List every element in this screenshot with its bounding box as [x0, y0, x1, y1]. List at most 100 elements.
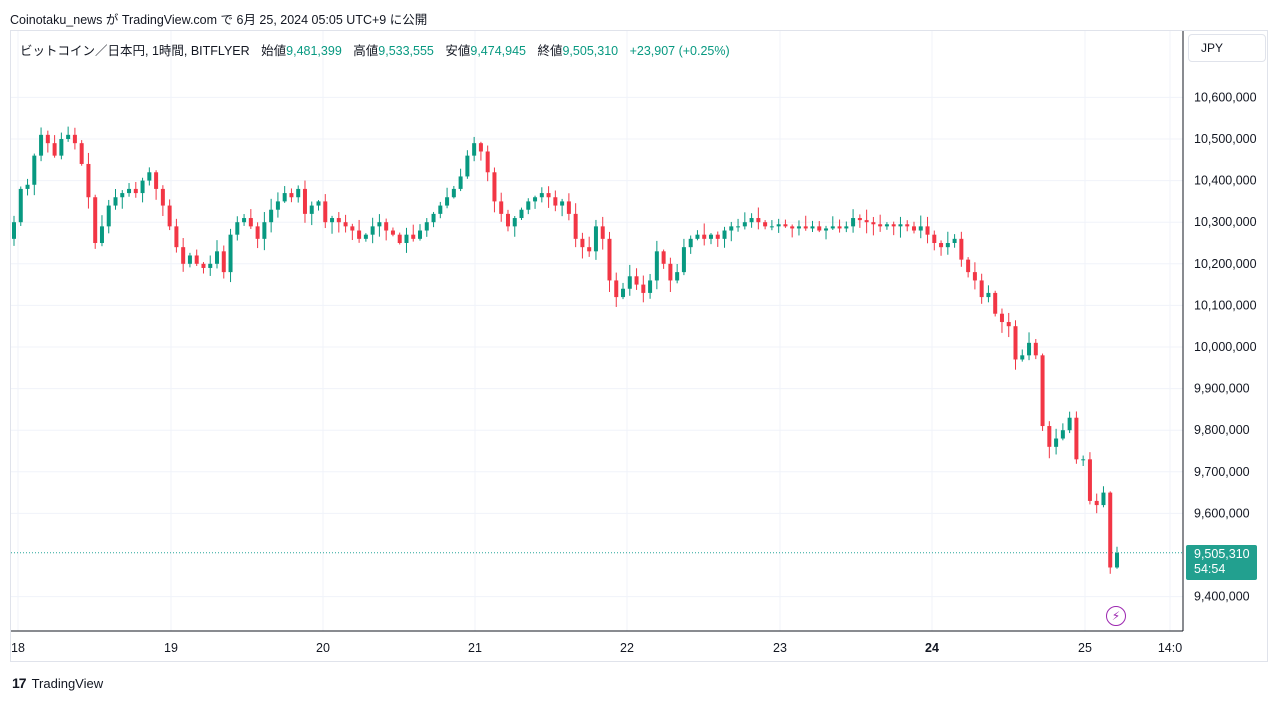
candle-body — [783, 224, 788, 227]
candle-body — [492, 172, 497, 202]
change-value: +23,907 (+0.25%) — [629, 44, 730, 58]
candle-body — [614, 280, 619, 298]
candle-body — [262, 222, 267, 239]
candle-body — [979, 280, 984, 298]
candle-body — [756, 218, 761, 223]
x-tick-label: 20 — [316, 641, 330, 655]
candle-body — [708, 234, 713, 239]
brand-name: TradingView — [31, 675, 104, 691]
candle-body — [390, 230, 395, 235]
candle-body — [959, 238, 964, 260]
candle-body — [952, 238, 957, 243]
candle-body — [519, 209, 524, 219]
time-axis-labels: 18 19 20 21 22 23 24 25 14:0 — [11, 641, 1182, 655]
currency-button[interactable]: JPY — [1188, 34, 1266, 62]
candle-body — [384, 222, 389, 231]
candle-body — [1101, 492, 1106, 506]
candle-body — [140, 180, 145, 194]
x-tick-label: 14:0 — [1158, 641, 1182, 655]
candle-body — [533, 197, 538, 202]
close-value: 9,505,310 — [562, 44, 619, 58]
candle-body — [1060, 430, 1065, 439]
candle-body — [661, 251, 666, 264]
candle-body — [458, 176, 463, 189]
candle-body — [566, 201, 571, 214]
candle-body — [999, 313, 1004, 323]
candle-body — [593, 226, 598, 252]
candle-body — [418, 230, 423, 239]
candle-body — [485, 151, 490, 173]
candle-body — [302, 188, 307, 214]
candle-body — [776, 224, 781, 227]
candle-body — [600, 226, 605, 239]
y-tick-label: 9,700,000 — [1194, 465, 1250, 479]
high-label: 高値 — [353, 44, 379, 58]
candle-body — [925, 226, 930, 235]
candle-body — [695, 234, 700, 239]
candle-body — [830, 226, 835, 229]
x-tick-label: 21 — [468, 641, 482, 655]
candle-body — [282, 193, 287, 202]
chart-frame — [10, 30, 1268, 662]
candle-body — [722, 230, 727, 239]
tradingview-logo-icon: 17 — [12, 675, 27, 691]
candle-body — [702, 234, 707, 239]
candle-body — [25, 184, 30, 189]
last-price-label: 9,505,310 54:54 — [1186, 545, 1257, 580]
y-tick-label: 9,600,000 — [1194, 506, 1250, 520]
candle-body — [201, 263, 206, 268]
candle-body — [1033, 342, 1038, 356]
candle-body — [932, 234, 937, 243]
x-tick-label: 24 — [925, 641, 939, 655]
candle-body — [113, 197, 118, 206]
candle-body — [1115, 552, 1119, 568]
candle-body — [86, 163, 91, 198]
candle-body — [796, 226, 801, 229]
candle-body — [526, 201, 531, 210]
candle-body — [309, 205, 314, 214]
low-value: 9,474,945 — [470, 44, 526, 58]
candle-body — [621, 288, 626, 298]
candle-body — [120, 193, 125, 198]
candle-body — [911, 226, 916, 231]
y-tick-label: 9,800,000 — [1194, 423, 1250, 437]
lightning-icon[interactable]: ⚡ — [1106, 606, 1126, 626]
candle-body — [844, 226, 849, 229]
candle-body — [857, 218, 862, 221]
candle-body — [512, 218, 517, 227]
candle-body — [248, 218, 253, 227]
candle-body — [167, 205, 172, 227]
y-tick-label: 10,300,000 — [1194, 215, 1257, 229]
candle-body — [242, 218, 247, 223]
candle-body — [749, 218, 754, 223]
y-tick-label: 10,500,000 — [1194, 132, 1257, 146]
candle-body — [296, 188, 301, 198]
candle-body — [1040, 355, 1045, 427]
y-tick-label: 9,400,000 — [1194, 590, 1250, 604]
candle-body — [587, 247, 592, 252]
candle-body — [891, 224, 896, 227]
candle-body — [1081, 459, 1086, 461]
candle-body — [397, 234, 402, 243]
candle-body — [966, 259, 971, 273]
candle-body — [316, 201, 321, 206]
candle-body — [681, 247, 686, 273]
x-tick-label: 22 — [620, 641, 634, 655]
candle-body — [810, 226, 815, 229]
candle-body — [72, 134, 77, 144]
candle-body — [560, 201, 565, 206]
candle-body — [215, 251, 220, 264]
candle-body — [330, 218, 335, 223]
candle-body — [790, 226, 795, 229]
y-tick-label: 10,100,000 — [1194, 298, 1257, 312]
candle-body — [1027, 342, 1032, 356]
candle-body — [181, 247, 186, 264]
candle-body — [18, 188, 23, 223]
candle-body — [546, 193, 551, 198]
candle-body — [648, 280, 653, 293]
chart-caption: Coinotaku_news が TradingView.com で 6月 25… — [10, 13, 428, 27]
candle-body — [235, 222, 240, 235]
tradingview-brand[interactable]: 17 TradingView — [12, 675, 103, 691]
candle-body — [275, 201, 280, 210]
